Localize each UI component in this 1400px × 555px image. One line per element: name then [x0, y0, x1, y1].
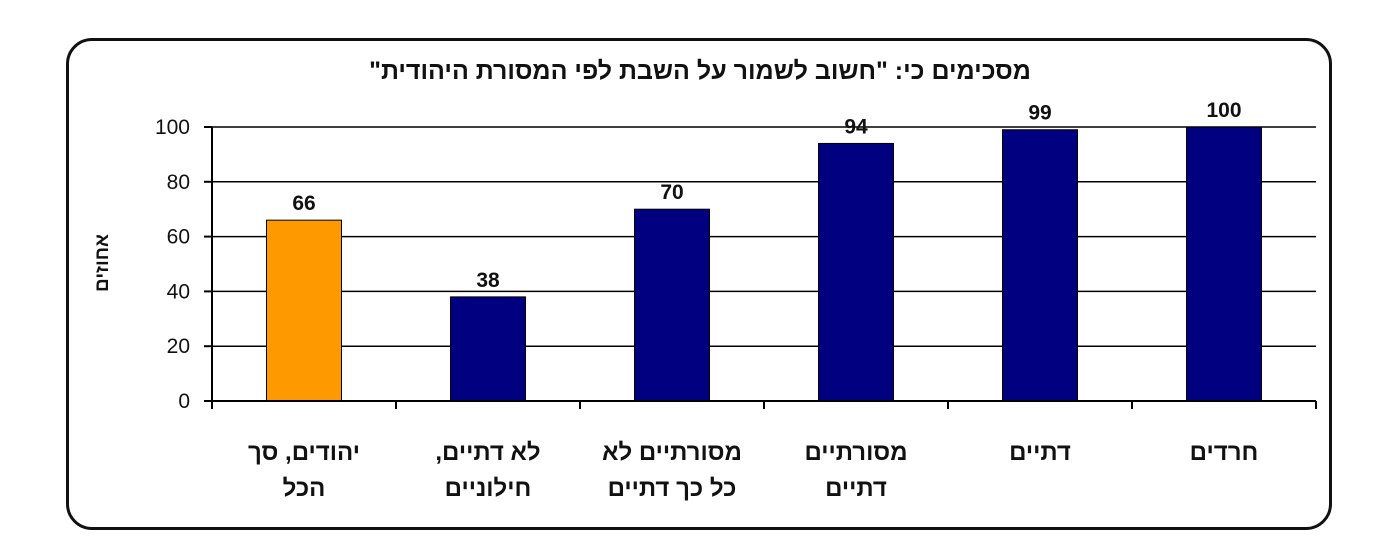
- x-tick-label: יהודים, סך: [248, 439, 360, 466]
- x-tick-label: כל כך דתיים: [608, 475, 737, 502]
- data-label: 99: [1028, 102, 1051, 125]
- x-tick-label: לא דתיים,: [435, 439, 540, 466]
- bar: [1186, 126, 1262, 402]
- x-tick-label: חילוניים: [445, 475, 532, 502]
- chart-title: מסכימים כי: "חשוב לשמור על השבת לפי המסו…: [369, 57, 1031, 85]
- y-tick-label: 40: [167, 280, 190, 303]
- axes: [204, 126, 1317, 409]
- x-tick-label: מסורתיים: [804, 439, 907, 466]
- y-tick-labels: 0 20 40 60 80 100: [155, 116, 190, 413]
- y-tick-label: 20: [167, 335, 190, 358]
- data-label: 38: [476, 269, 500, 292]
- data-label: 66: [292, 192, 315, 215]
- y-tick-label: 80: [167, 171, 190, 194]
- data-labels: 66 38 70 94 99 100: [292, 99, 1241, 292]
- bar: [1002, 129, 1078, 402]
- y-tick-label: 60: [167, 226, 190, 249]
- x-tick-label: דתיים: [825, 475, 887, 502]
- y-tick-label: 0: [178, 390, 190, 413]
- bar: [818, 142, 894, 402]
- bar: [450, 296, 526, 402]
- gridlines: [212, 126, 1316, 347]
- x-tick-label: הכל: [283, 475, 326, 502]
- y-axis-label: אחוזים: [92, 234, 113, 292]
- data-label: 100: [1206, 99, 1241, 122]
- bar: [634, 208, 710, 402]
- bars: [266, 126, 1262, 402]
- data-label: 70: [660, 181, 683, 204]
- y-tick-label: 100: [155, 116, 190, 139]
- data-label: 94: [844, 115, 868, 138]
- x-tick-label: חרדים: [1190, 439, 1259, 466]
- x-tick-label: דתיים: [1009, 439, 1071, 466]
- x-tick-label: מסורתיים לא: [602, 439, 742, 466]
- bar: [266, 219, 342, 402]
- x-tick-labels: יהודים, סך הכל לא דתיים, חילוניים מסורתיים ל…: [248, 439, 1258, 502]
